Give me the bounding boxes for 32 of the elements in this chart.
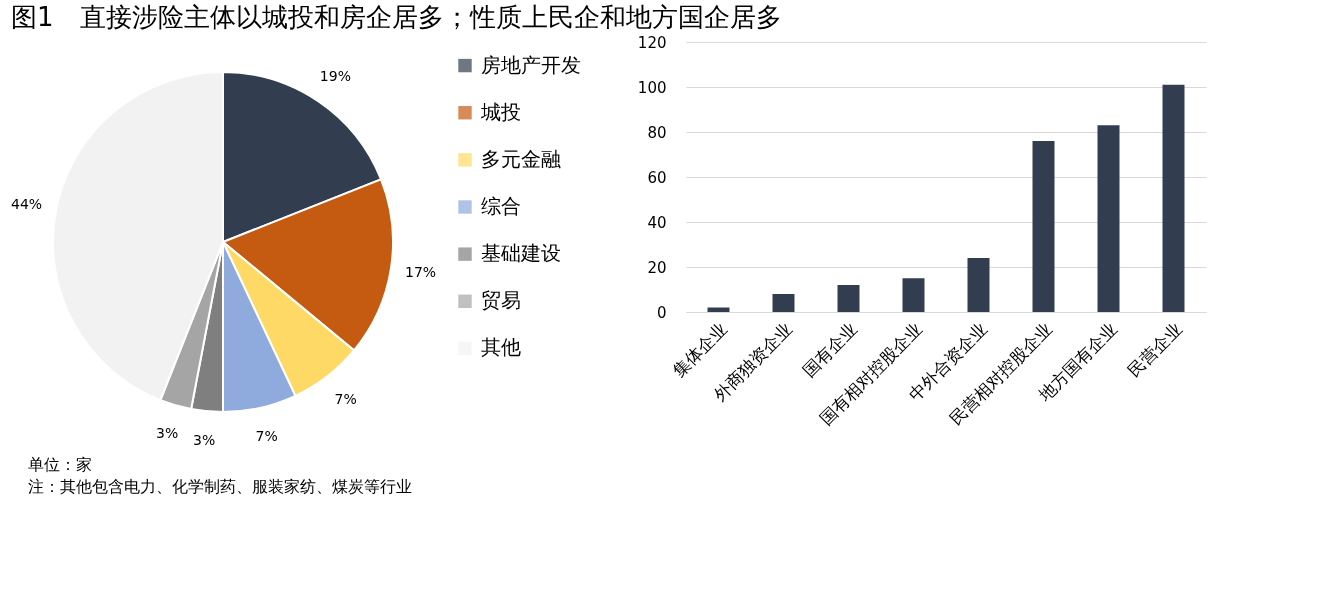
y-tick-label: 80 bbox=[647, 123, 667, 142]
y-tick-label: 120 bbox=[637, 33, 667, 52]
bar bbox=[1162, 84, 1185, 312]
legend-label: 贸易 bbox=[481, 288, 521, 313]
data-label: 44% bbox=[10, 195, 43, 212]
bar bbox=[772, 294, 795, 312]
bar bbox=[837, 285, 860, 312]
data-label: 3% bbox=[156, 425, 179, 442]
data-label: 7% bbox=[334, 391, 357, 408]
x-tick-label: 民营企业 bbox=[1123, 318, 1186, 381]
data-label: 7% bbox=[255, 428, 278, 445]
text: 单位：家 bbox=[28, 455, 92, 474]
y-tick-label: 0 bbox=[656, 303, 667, 322]
y-tick-label: 20 bbox=[647, 258, 667, 277]
legend-label: 房地产开发 bbox=[481, 52, 581, 77]
bar bbox=[967, 258, 990, 312]
y-tick-label: 100 bbox=[637, 78, 667, 97]
y-tick-label: 40 bbox=[647, 213, 667, 232]
data-label: 17% bbox=[404, 264, 437, 281]
data-label: 19% bbox=[319, 67, 351, 84]
legend-label: 基础建设 bbox=[481, 241, 561, 266]
legend-label: 综合 bbox=[481, 194, 521, 218]
legend-label: 其他 bbox=[481, 335, 521, 360]
chart-title: 图1 直接涉险主体以城投和房企居多；性质上民企和地方国企居多 bbox=[10, 2, 782, 32]
legend-label: 多元金融 bbox=[481, 146, 561, 171]
data-label: 3% bbox=[193, 432, 216, 449]
text: 注：其他包含电力、化学制药、服装家纺、煤炭等行业 bbox=[28, 477, 412, 496]
legend-label: 城投 bbox=[480, 99, 521, 124]
bar bbox=[1097, 125, 1120, 312]
bar bbox=[902, 278, 925, 312]
bar bbox=[1032, 141, 1055, 312]
y-tick-label: 60 bbox=[647, 168, 667, 187]
